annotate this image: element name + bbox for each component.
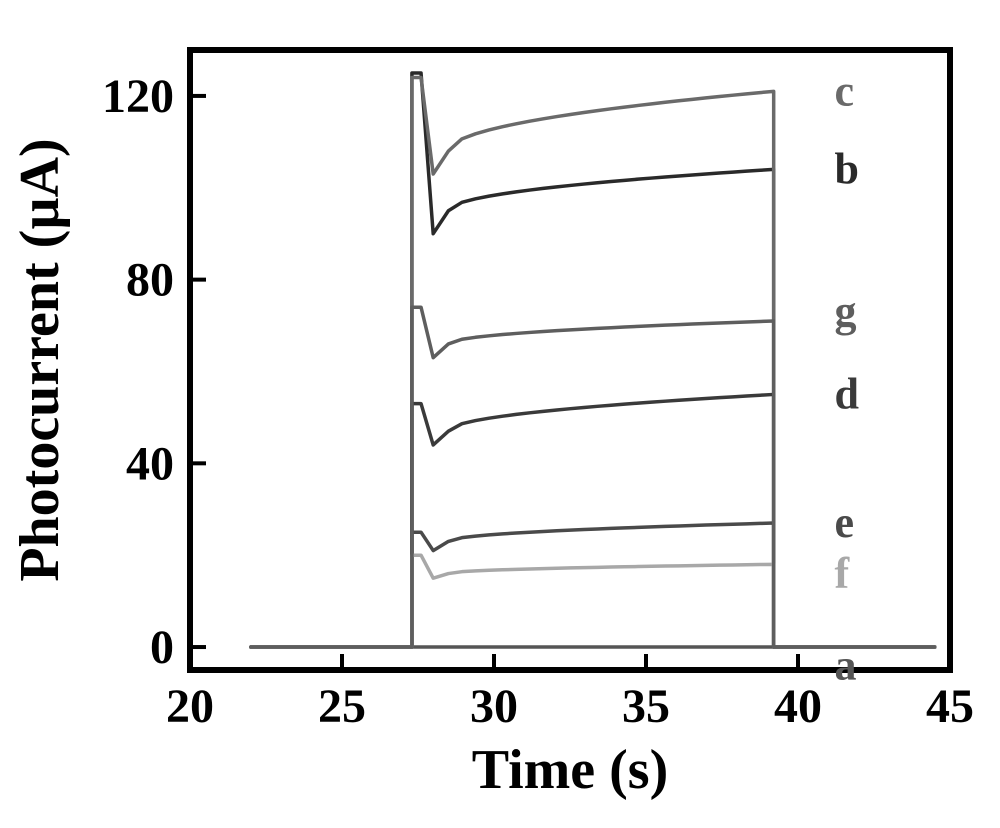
x-tick-label: 45 xyxy=(926,680,974,733)
series-label-a: a xyxy=(834,640,856,689)
series-label-b: b xyxy=(834,144,858,193)
series-label-g: g xyxy=(834,287,856,336)
photocurrent-chart: 20 25 30 35 40 45 0 40 80 120 Time (s) Photocurrent… xyxy=(0,0,1000,828)
series-label-d: d xyxy=(834,369,858,418)
series-label-f: f xyxy=(834,549,850,598)
x-tick-label: 40 xyxy=(774,680,822,733)
y-tick-label: 0 xyxy=(150,621,174,674)
series-label-c: c xyxy=(834,66,854,115)
chart-svg: 20 25 30 35 40 45 0 40 80 120 Time (s) Photocurrent… xyxy=(0,0,1000,828)
y-tick-label: 120 xyxy=(102,70,174,123)
y-tick-label: 80 xyxy=(126,254,174,307)
x-tick-label: 35 xyxy=(622,680,670,733)
y-tick-label: 40 xyxy=(126,437,174,490)
x-axis-label: Time (s) xyxy=(472,739,669,801)
x-tick-label: 20 xyxy=(166,680,214,733)
x-tick-label: 25 xyxy=(318,680,366,733)
y-axis-label: Photocurrent (µA) xyxy=(9,138,71,581)
series-label-e: e xyxy=(834,498,854,547)
x-tick-label: 30 xyxy=(470,680,518,733)
